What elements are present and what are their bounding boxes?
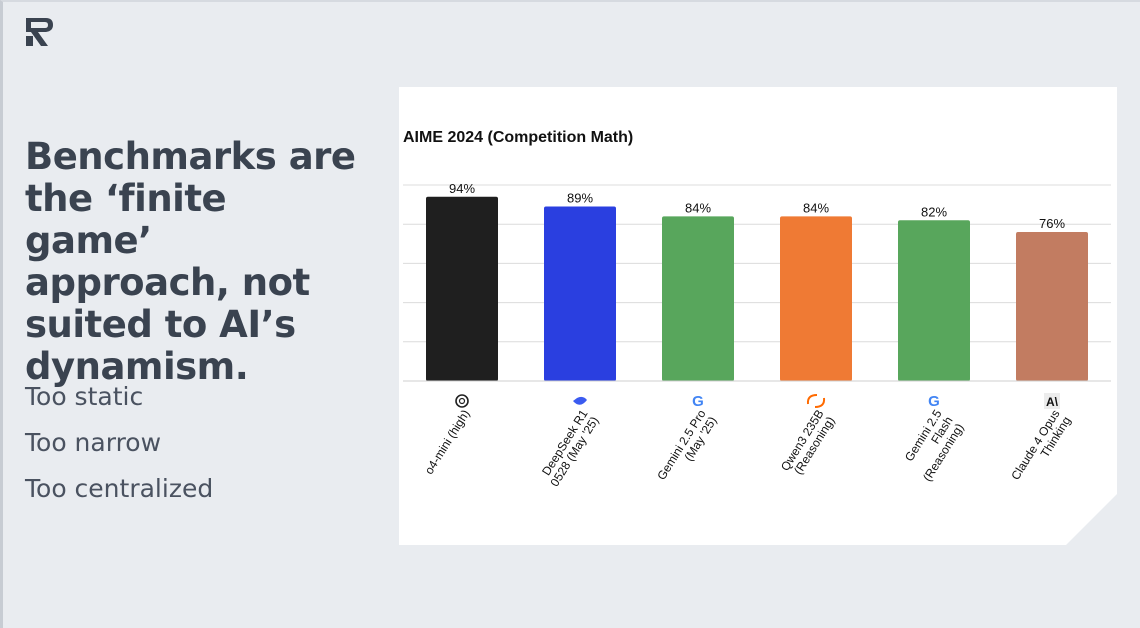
tick-label: o4-mini (high) bbox=[422, 407, 473, 477]
openai-icon bbox=[455, 394, 469, 408]
bar-chart: 94% o4-mini (high) 89% DeepSeek R10528 (May… bbox=[403, 181, 1111, 489]
brand-logo-icon bbox=[26, 18, 53, 46]
bar bbox=[426, 196, 498, 381]
bar bbox=[780, 216, 852, 381]
tick-label: DeepSeek R10528 (May '25) bbox=[536, 407, 601, 489]
point-item: Too static bbox=[25, 382, 144, 411]
data-label: 94% bbox=[449, 181, 475, 196]
deepseek-icon bbox=[573, 396, 587, 405]
google-icon: G bbox=[928, 393, 940, 410]
svg-text:G: G bbox=[692, 393, 704, 410]
tick-label: Gemini 2.5 Pro(May '25) bbox=[654, 407, 719, 489]
data-label: 84% bbox=[685, 200, 711, 215]
chart-title: AIME 2024 (Competition Math) bbox=[403, 129, 634, 146]
tick-label: Qwen3 235B(Reasoning) bbox=[778, 407, 838, 480]
bar bbox=[662, 216, 734, 381]
google-icon: G bbox=[692, 393, 704, 410]
alibaba-icon bbox=[806, 394, 826, 408]
data-label: 76% bbox=[1039, 216, 1065, 231]
chart-card: AIME 2024 (Competition Math) 94% o4-mini … bbox=[399, 87, 1117, 545]
data-label: 89% bbox=[567, 191, 593, 206]
data-label: 84% bbox=[803, 200, 829, 215]
bar bbox=[544, 206, 616, 381]
svg-text:A\: A\ bbox=[1046, 395, 1059, 409]
anthropic-icon: A\ bbox=[1044, 393, 1060, 409]
bar bbox=[1016, 232, 1088, 381]
tick-label: Gemini 2.5Flash(Reasoning) bbox=[898, 407, 967, 484]
bar bbox=[898, 220, 970, 381]
point-item: Too centralized bbox=[25, 474, 214, 503]
point-item: Too narrow bbox=[25, 428, 162, 457]
tick-label: Claude 4 OpusThinking bbox=[1008, 407, 1073, 489]
svg-text:G: G bbox=[928, 393, 940, 410]
slide-points-list: Too static Too narrow Too centralized bbox=[25, 378, 213, 516]
slide-headline: Benchmarks are the ‘finite game’ approac… bbox=[25, 135, 356, 388]
data-label: 82% bbox=[921, 204, 947, 219]
